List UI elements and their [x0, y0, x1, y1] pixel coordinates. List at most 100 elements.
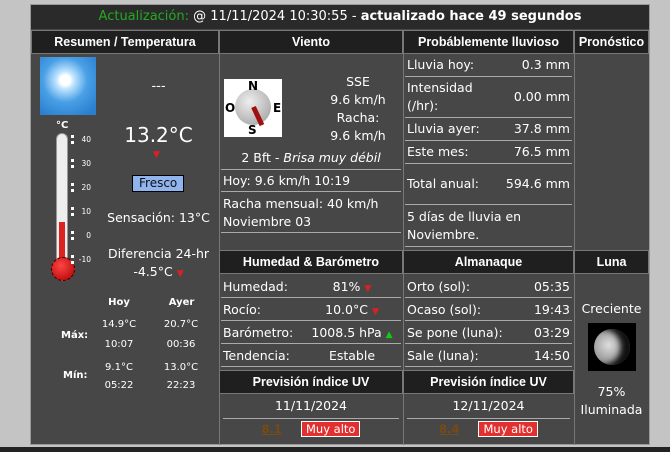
min-label: Mín: — [63, 370, 88, 381]
row-value: 1008.5 hPa — [311, 324, 382, 340]
almanac-row: Ocaso (sol): 19:43 — [407, 298, 570, 320]
rain-row: Lluvia ayer: 37.8 mm — [407, 118, 570, 140]
wind-today: Hoy: 9.6 km/h 10:19 — [223, 173, 351, 188]
humidity-row: Rocío: 10.0°C ▼ — [223, 298, 401, 320]
header-humidity: Humedad & Barómetro — [219, 250, 403, 274]
min-today: 9.1°C — [105, 362, 133, 373]
thermo-tick: 30 — [71, 159, 91, 168]
trend-down-icon: ▼ — [176, 269, 184, 279]
row-label: Lluvia hoy: — [407, 57, 475, 72]
thermo-tick: 0 — [71, 231, 91, 240]
row-label: Intensidad (/hr): — [407, 80, 473, 113]
uv-level-badge: Muy alto — [300, 421, 361, 437]
weather-panel: Actualización: @ 11/11/2024 10:30:55 - a… — [30, 4, 650, 445]
rain-note: 5 días de lluvia en Noviembre. — [407, 209, 522, 242]
header-almanac: Almanaque — [403, 250, 574, 274]
min-yesterday-time: 22:23 — [166, 380, 196, 391]
row-label: Se pone (luna): — [407, 324, 503, 340]
row-label: Tendencia: — [223, 347, 290, 363]
humidity-row: Barómetro: 1008.5 hPa ▲ — [223, 321, 401, 343]
humidity-row: Humedad: 81% ▼ — [223, 275, 401, 297]
header-forecast: Pronóstico — [574, 30, 649, 54]
row-label: Total anual: — [407, 176, 480, 191]
header-uv-2: Previsión índice UV — [403, 370, 574, 394]
compass-n: N — [248, 79, 259, 93]
header-summary: Resumen / Temperatura — [31, 30, 219, 54]
feels-like: Sensación: 13°C — [107, 210, 210, 225]
almanac-row: Orto (sol): 05:35 — [407, 275, 570, 297]
row-value: Estable — [328, 347, 376, 363]
wind-speed: 9.6 km/h — [330, 92, 386, 107]
row-value: 0.00 mm — [513, 89, 570, 104]
row-value: 05:35 — [533, 278, 570, 294]
max-label: Máx: — [61, 330, 89, 341]
row-label: Lluvia ayer: — [407, 121, 480, 136]
row-value: 0.3 mm — [521, 57, 570, 72]
row-label: Sale (luna): — [407, 347, 479, 363]
humidity-row: Tendencia: Estable — [223, 344, 401, 366]
wind-readout: SSE 9.6 km/h Racha: 9.6 km/h — [315, 73, 401, 145]
wind-monthly-date: Noviembre 03 — [223, 214, 312, 229]
header-uv-1: Previsión índice UV — [219, 370, 403, 394]
row-value: 19:43 — [533, 301, 570, 317]
moon-phase: Creciente — [581, 301, 642, 316]
uv-value-link[interactable]: 8.4 — [439, 422, 460, 436]
rain-row: Lluvia hoy: 0.3 mm — [407, 54, 570, 76]
row-value: 37.8 mm — [513, 121, 570, 136]
thermo-unit: °C — [56, 120, 69, 131]
row-label: Humedad: — [223, 278, 288, 294]
update-timestamp: @ 11/11/2024 10:30:55 - — [193, 9, 357, 24]
diff-label: Diferencia 24-hr — [107, 246, 210, 261]
gust-label: Racha: — [336, 110, 380, 125]
col-today: Hoy — [108, 297, 130, 308]
comfort-badge: Fresco — [132, 175, 185, 192]
trend-down-icon: ▼ — [153, 150, 160, 160]
row-label: Orto (sol): — [407, 278, 471, 294]
rain-row: Este mes: 76.5 mm — [407, 141, 570, 163]
compass-e: E — [273, 101, 282, 115]
thermometer-icon — [56, 133, 68, 263]
header-wind: Viento — [219, 30, 403, 54]
update-ago: actualizado hace 49 segundos — [360, 9, 582, 24]
row-label: Barómetro: — [223, 324, 294, 340]
col-yesterday: Ayer — [168, 297, 195, 308]
header-rain: Probáblemente lluvioso — [403, 30, 574, 54]
diff-value: -4.5°C — [133, 264, 173, 279]
gust-value: 9.6 km/h — [330, 128, 386, 143]
wind-compass-icon: N E S O — [224, 79, 282, 137]
beaufort-desc: Brisa muy débil — [283, 150, 381, 165]
max-yesterday: 20.7°C — [163, 319, 199, 330]
bottom-bar — [0, 447, 670, 452]
condition-text: --- — [151, 79, 166, 94]
rain-row: Intensidad (/hr): 0.00 mm — [407, 77, 570, 117]
thermo-tick: 20 — [71, 183, 91, 192]
row-label: Ocaso (sol): — [407, 301, 482, 317]
row-value: 03:29 — [533, 324, 570, 340]
uv-date: 12/11/2024 — [452, 398, 525, 413]
row-value: 10.0°C — [325, 301, 368, 317]
thermo-tick: 10 — [71, 207, 91, 216]
update-bar: Actualización: @ 11/11/2024 10:30:55 - a… — [31, 5, 649, 29]
row-value: 76.5 mm — [513, 144, 570, 159]
moon-illum: 75% — [597, 384, 626, 399]
moon-icon — [588, 323, 636, 371]
trend-up-icon: ▲ — [385, 329, 393, 340]
moon-illum-label: Iluminada — [580, 402, 643, 417]
sunny-icon — [40, 57, 96, 115]
wind-monthly: Racha mensual: 40 km/h — [223, 196, 379, 211]
uv-level-badge: Muy alto — [478, 421, 538, 437]
compass-s: S — [248, 123, 257, 137]
min-today-time: 05:22 — [104, 380, 134, 391]
row-label: Este mes: — [407, 144, 469, 159]
thermo-tick: -10 — [71, 255, 91, 264]
uv-value-link[interactable]: 8.1 — [261, 422, 282, 436]
compass-w: O — [225, 101, 236, 115]
almanac-row: Sale (luna): 14:50 — [407, 344, 570, 366]
row-value: 14:50 — [533, 347, 570, 363]
wind-direction: SSE — [346, 74, 370, 89]
max-today: 14.9°C — [101, 319, 137, 330]
row-value: 81% — [332, 278, 361, 294]
beaufort: 2 Bft - — [241, 150, 280, 165]
almanac-row: Se pone (luna): 03:29 — [407, 321, 570, 343]
min-yesterday: 13.0°C — [163, 362, 199, 373]
